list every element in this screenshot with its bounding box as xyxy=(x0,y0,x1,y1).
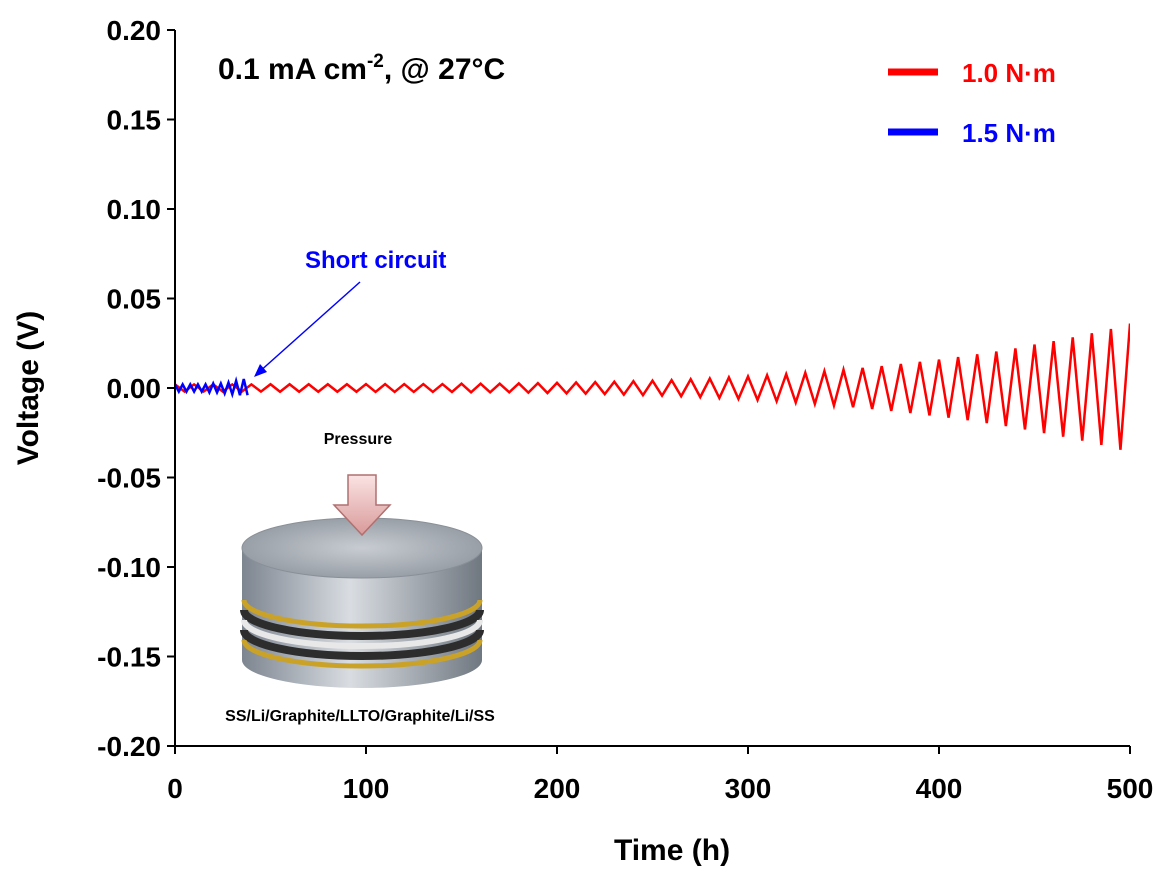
annotation-arrow xyxy=(258,282,360,373)
pressure-label: Pressure xyxy=(324,431,393,448)
plot-series xyxy=(175,324,1130,450)
y-tick-label: -0.20 xyxy=(97,731,161,762)
inset-illustration: Pressure SS/Li/Graphite/LLTO/Graphite/Li… xyxy=(225,431,495,725)
stack-label: SS/Li/Graphite/LLTO/Graphite/Li/SS xyxy=(225,708,495,725)
x-tick-label: 400 xyxy=(916,773,963,804)
title-part: , @ 27°C xyxy=(384,53,505,86)
legend-label: 1.0 N·m xyxy=(962,58,1056,88)
y-tick-label: 0.00 xyxy=(107,373,162,404)
x-tick-label: 200 xyxy=(534,773,581,804)
y-tick-label: 0.20 xyxy=(107,15,162,46)
y-tick-label: -0.15 xyxy=(97,642,161,673)
title-part: 0.1 mA cm xyxy=(218,53,367,86)
y-tick-label: 0.05 xyxy=(107,284,162,315)
x-tick-label: 0 xyxy=(167,773,183,804)
x-tick-label: 100 xyxy=(343,773,390,804)
y-tick-label: 0.10 xyxy=(107,194,162,225)
y-tick-label: -0.10 xyxy=(97,552,161,583)
annotation: Short circuit xyxy=(305,247,446,274)
series-line xyxy=(175,379,248,395)
x-tick-label: 500 xyxy=(1107,773,1154,804)
title-superscript: -2 xyxy=(367,51,384,72)
x-axis-label: Time (h) xyxy=(614,834,730,867)
x-tick-label: 300 xyxy=(725,773,772,804)
y-tick-label: -0.05 xyxy=(97,463,161,494)
legend-label: 1.5 N·m xyxy=(962,118,1056,148)
chart-title: 0.1 mA cm-2, @ 27°C xyxy=(218,51,505,86)
series-line xyxy=(175,324,1130,450)
page: Pressure SS/Li/Graphite/LLTO/Graphite/Li… xyxy=(0,0,1164,880)
chart: Pressure SS/Li/Graphite/LLTO/Graphite/Li… xyxy=(0,0,1164,875)
y-tick-label: 0.15 xyxy=(107,105,162,136)
y-axis-label: Voltage (V) xyxy=(12,311,45,465)
